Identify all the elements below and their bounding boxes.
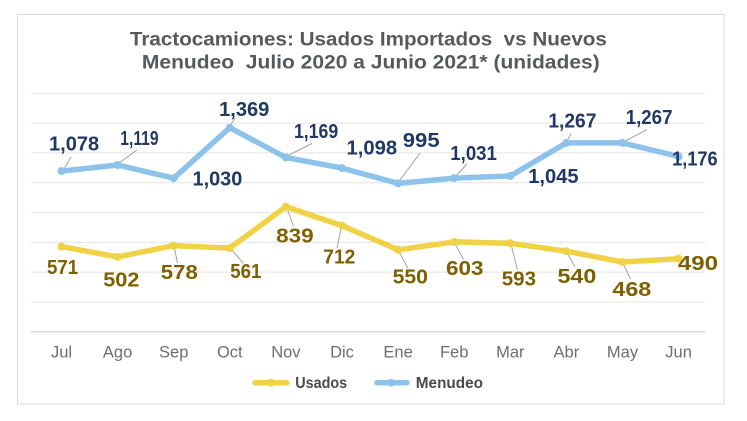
svg-text:468: 468 [612, 279, 651, 301]
svg-text:490: 490 [678, 253, 718, 275]
svg-text:Menudeo: Menudeo [416, 375, 483, 392]
svg-text:550: 550 [393, 267, 428, 289]
svg-text:561: 561 [230, 261, 261, 283]
svg-text:540: 540 [558, 266, 597, 288]
svg-text:502: 502 [103, 269, 139, 291]
svg-text:1,098: 1,098 [347, 138, 398, 160]
svg-text:Nov: Nov [271, 343, 301, 361]
svg-text:578: 578 [161, 262, 198, 284]
svg-text:1,031: 1,031 [450, 143, 497, 165]
svg-text:1,176: 1,176 [672, 148, 718, 170]
svg-text:Mar: Mar [496, 343, 525, 361]
svg-text:712: 712 [323, 247, 355, 269]
svg-text:Tractocamiones: Usados Importa: Tractocamiones: Usados Importados vs Nue… [130, 30, 607, 51]
svg-text:1,169: 1,169 [294, 121, 338, 143]
svg-text:1,369: 1,369 [219, 99, 269, 121]
svg-text:995: 995 [403, 130, 440, 152]
svg-text:Abr: Abr [554, 343, 580, 361]
svg-text:1,267: 1,267 [548, 111, 596, 133]
svg-text:603: 603 [446, 258, 484, 280]
svg-text:593: 593 [502, 269, 536, 291]
svg-text:1,119: 1,119 [120, 128, 158, 150]
svg-text:Sep: Sep [159, 343, 188, 361]
svg-text:1,078: 1,078 [49, 134, 99, 156]
svg-text:Jul: Jul [51, 343, 72, 361]
svg-text:Oct: Oct [217, 343, 243, 361]
svg-text:Ene: Ene [383, 343, 412, 361]
svg-text:Feb: Feb [440, 343, 468, 361]
svg-text:1,267: 1,267 [626, 107, 673, 129]
svg-text:Jun: Jun [665, 343, 692, 361]
svg-text:839: 839 [276, 226, 314, 248]
svg-text:Dic: Dic [330, 343, 354, 361]
svg-text:May: May [607, 343, 639, 361]
svg-text:1,030: 1,030 [193, 169, 243, 191]
svg-text:1,045: 1,045 [528, 166, 578, 188]
svg-text:Menudeo Julio 2020 a Junio 20: Menudeo Julio 2020 a Junio 2021* (unidad… [142, 52, 600, 73]
svg-text:Usados: Usados [295, 375, 347, 392]
svg-text:571: 571 [47, 257, 78, 279]
svg-text:Ago: Ago [103, 343, 132, 361]
